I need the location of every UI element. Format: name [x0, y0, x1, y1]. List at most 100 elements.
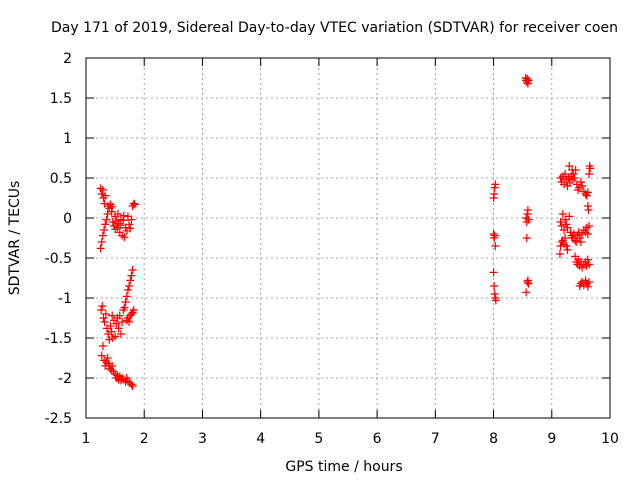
data-point [98, 186, 107, 194]
data-point [102, 215, 111, 224]
data-point [524, 215, 533, 224]
data-point [108, 311, 117, 320]
y-tick-label: -1 [58, 291, 72, 307]
data-point [583, 230, 592, 238]
data-point [128, 382, 137, 390]
data-point [114, 210, 123, 218]
data-point [490, 231, 499, 240]
data-point [489, 268, 498, 277]
data-point [120, 233, 129, 242]
data-point [563, 223, 572, 232]
data-point [490, 282, 499, 290]
data-point [108, 362, 117, 370]
data-point [121, 298, 130, 306]
data-point [101, 220, 110, 229]
data-point [561, 170, 570, 178]
data-point [108, 202, 117, 211]
data-point [108, 218, 117, 226]
data-point [585, 278, 594, 286]
data-point [570, 174, 579, 182]
data-point [524, 279, 533, 288]
data-point [129, 306, 138, 314]
data-point [558, 210, 567, 218]
data-point [125, 318, 134, 326]
data-point [127, 215, 136, 224]
data-point [522, 288, 531, 297]
data-point [98, 302, 107, 310]
data-point [125, 282, 134, 290]
data-point [101, 310, 110, 318]
data-point [126, 224, 135, 233]
data-point [585, 222, 594, 230]
y-tick-label: -2 [58, 371, 72, 387]
x-tick-label: 2 [140, 431, 149, 447]
data-point [127, 271, 136, 280]
data-point [97, 238, 106, 246]
data-point [105, 335, 114, 344]
axis-ticks [85, 57, 611, 419]
data-point [586, 164, 595, 173]
data-point [523, 206, 532, 214]
data-point [100, 226, 109, 234]
data-point [112, 319, 121, 328]
data-point [98, 231, 107, 240]
data-point [555, 250, 564, 258]
y-axis-label: SDTVAR / TECUs [7, 181, 23, 296]
data-point [571, 236, 580, 245]
data-point [118, 318, 127, 326]
data-point [583, 202, 592, 210]
data-point [115, 311, 124, 320]
data-point [96, 244, 105, 253]
data-point [563, 246, 572, 254]
data-point [97, 306, 106, 314]
y-tick-label: -0.5 [45, 251, 72, 267]
data-point [561, 215, 570, 224]
data-point [125, 220, 134, 229]
data-point [562, 242, 571, 250]
data-point [569, 230, 578, 238]
data-point [107, 327, 116, 336]
chart-title: Day 171 of 2019, Sidereal Day-to-day VTE… [51, 20, 618, 36]
y-tick-label: 0.5 [50, 171, 72, 187]
data-point [524, 76, 533, 85]
data-point [122, 292, 131, 301]
data-point [556, 218, 565, 226]
data-point [583, 255, 592, 264]
data-point [130, 200, 139, 209]
data-point [106, 322, 115, 330]
x-tick-labels: 1 2 3 4 5 6 7 8 9 10 [82, 431, 619, 447]
data-point [97, 190, 106, 198]
data-point [574, 228, 583, 237]
data-point [101, 191, 110, 200]
x-tick-label: 10 [601, 431, 619, 447]
y-tick-label: -1.5 [45, 331, 72, 347]
y-tick-label: -2.5 [45, 411, 72, 427]
y-tick-label: 1 [63, 131, 72, 147]
gridlines [86, 58, 610, 418]
x-tick-label: 6 [373, 431, 382, 447]
data-point [576, 178, 585, 186]
data-point [114, 324, 123, 333]
x-tick-label: 8 [489, 431, 498, 447]
data-point [583, 188, 592, 197]
x-tick-label: 4 [256, 431, 265, 447]
data-point [100, 318, 109, 326]
data-point [103, 354, 112, 362]
x-tick-label: 5 [314, 431, 323, 447]
data-point [491, 242, 500, 250]
data-point [126, 276, 135, 285]
data-point [491, 180, 500, 189]
data-point [127, 380, 136, 389]
data-point [129, 199, 138, 208]
x-tick-label: 1 [82, 431, 91, 447]
x-axis-label: GPS time / hours [285, 459, 402, 475]
data-point [583, 282, 592, 291]
data-point [560, 180, 569, 189]
x-tick-label: 9 [547, 431, 556, 447]
data-point [123, 286, 132, 294]
data-point [116, 330, 125, 338]
data-point [111, 332, 120, 341]
x-tick-label: 7 [431, 431, 440, 447]
data-point [565, 212, 574, 221]
